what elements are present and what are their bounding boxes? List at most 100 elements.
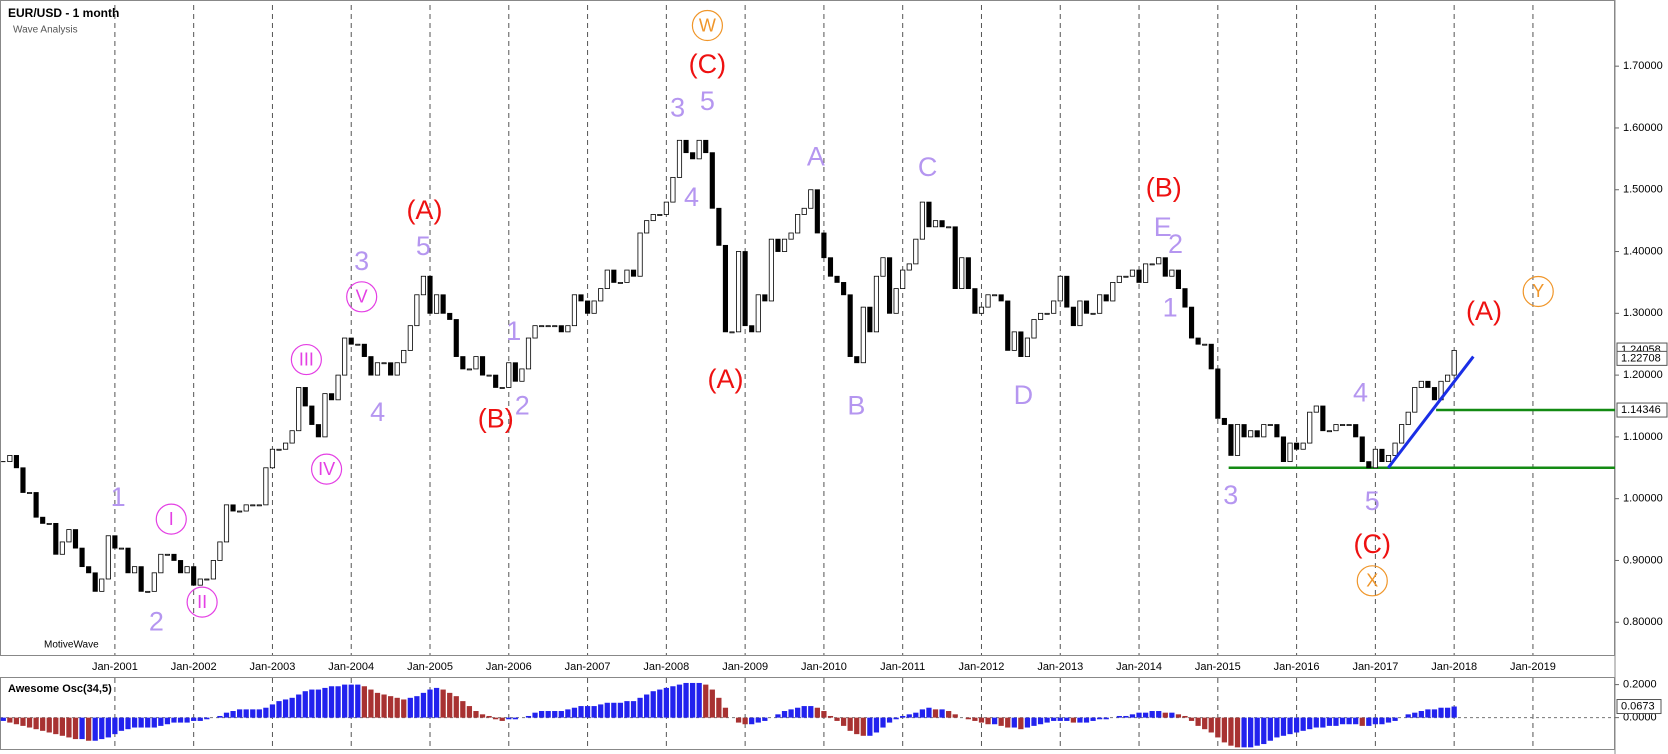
osc-bar xyxy=(1366,717,1372,726)
candle xyxy=(946,226,952,229)
osc-bar xyxy=(197,717,203,721)
y-tick-label: 1.20000 xyxy=(1623,369,1663,381)
wave-label: A xyxy=(807,142,825,172)
osc-bar xyxy=(131,717,138,728)
osc-bar xyxy=(722,707,729,718)
osc-bar xyxy=(460,701,466,718)
candle xyxy=(322,393,328,438)
candle xyxy=(565,325,571,333)
osc-bar xyxy=(309,689,315,718)
osc-bar xyxy=(893,717,899,720)
candle xyxy=(1044,312,1050,315)
candle xyxy=(184,566,190,574)
osc-bar xyxy=(322,687,328,718)
osc-bar xyxy=(164,717,171,725)
osc-bar xyxy=(191,717,197,721)
osc-bar xyxy=(66,717,72,738)
candle xyxy=(985,294,991,308)
candle xyxy=(269,448,276,469)
osc-bar xyxy=(663,687,669,718)
candle xyxy=(79,547,85,568)
wave-label: 1 xyxy=(111,482,126,512)
candle xyxy=(617,282,623,284)
candle xyxy=(1221,417,1227,425)
candle xyxy=(92,572,98,592)
osc-bar xyxy=(1418,711,1424,718)
wave-label: Y xyxy=(1532,281,1544,301)
y-tick-label: 0.0000 xyxy=(1623,712,1657,724)
osc-bar xyxy=(1412,712,1418,718)
osc-bar xyxy=(414,696,420,718)
wave-label: V xyxy=(356,287,368,307)
osc-bar xyxy=(742,717,748,725)
osc-bar xyxy=(381,694,387,718)
candle xyxy=(1188,306,1195,339)
candle xyxy=(801,207,807,215)
candle xyxy=(841,282,847,296)
osc-bar xyxy=(604,702,610,718)
candle xyxy=(1110,282,1116,302)
candle xyxy=(578,294,584,302)
candle xyxy=(854,356,860,364)
y-tick-label: 1.00000 xyxy=(1623,493,1663,505)
wave-label: 2 xyxy=(1168,229,1183,259)
osc-bar xyxy=(886,717,893,723)
candle xyxy=(795,214,801,234)
wave-label: 3 xyxy=(354,246,369,276)
candle xyxy=(972,288,978,314)
candle xyxy=(965,257,971,290)
candle xyxy=(237,510,243,513)
osc-bar xyxy=(355,684,361,718)
x-tick-label: Jan-2006 xyxy=(486,661,532,673)
candle xyxy=(742,251,748,327)
candle xyxy=(1366,461,1372,469)
wave-label: 5 xyxy=(1365,486,1380,516)
candle xyxy=(1215,368,1221,419)
candle xyxy=(1149,263,1155,266)
candle xyxy=(1339,424,1346,426)
candle xyxy=(1392,442,1398,456)
osc-bar xyxy=(525,715,532,718)
label-circle xyxy=(691,9,724,42)
candle xyxy=(939,220,945,228)
candle xyxy=(1097,294,1103,314)
candle xyxy=(808,189,814,209)
candle xyxy=(1116,275,1122,283)
osc-bar xyxy=(447,692,453,718)
candle xyxy=(1425,380,1431,388)
wave-label: (B) xyxy=(1146,172,1182,202)
candle xyxy=(1202,343,1208,346)
label-circle xyxy=(290,343,322,376)
osc-bar xyxy=(703,684,709,718)
osc-bar xyxy=(112,717,118,735)
osc-bar xyxy=(217,715,223,718)
candle xyxy=(171,553,177,561)
candle xyxy=(1129,269,1136,277)
candle xyxy=(276,448,282,451)
osc-bar xyxy=(125,717,131,730)
candle xyxy=(164,553,170,556)
osc-bar xyxy=(427,689,433,718)
candle xyxy=(512,362,518,382)
candle xyxy=(978,306,985,314)
candle xyxy=(1300,442,1306,450)
osc-bar xyxy=(840,717,847,726)
price-marker-box xyxy=(1616,402,1668,418)
osc-bar xyxy=(394,697,400,718)
osc-bar xyxy=(13,717,20,725)
candle xyxy=(1169,269,1175,277)
osc-bar xyxy=(1156,711,1162,718)
osc-bar xyxy=(571,707,578,718)
osc-bar xyxy=(145,717,151,728)
candle xyxy=(1405,411,1411,425)
osc-bar xyxy=(1267,717,1273,741)
osc-bar xyxy=(1195,717,1201,726)
candle xyxy=(99,578,105,592)
osc-bar xyxy=(72,717,79,740)
osc-bar xyxy=(374,692,381,718)
osc-bar xyxy=(86,717,92,741)
chart-subtitle: Wave Analysis xyxy=(13,25,78,36)
wave-label: 4 xyxy=(684,182,699,212)
candle xyxy=(880,257,886,277)
